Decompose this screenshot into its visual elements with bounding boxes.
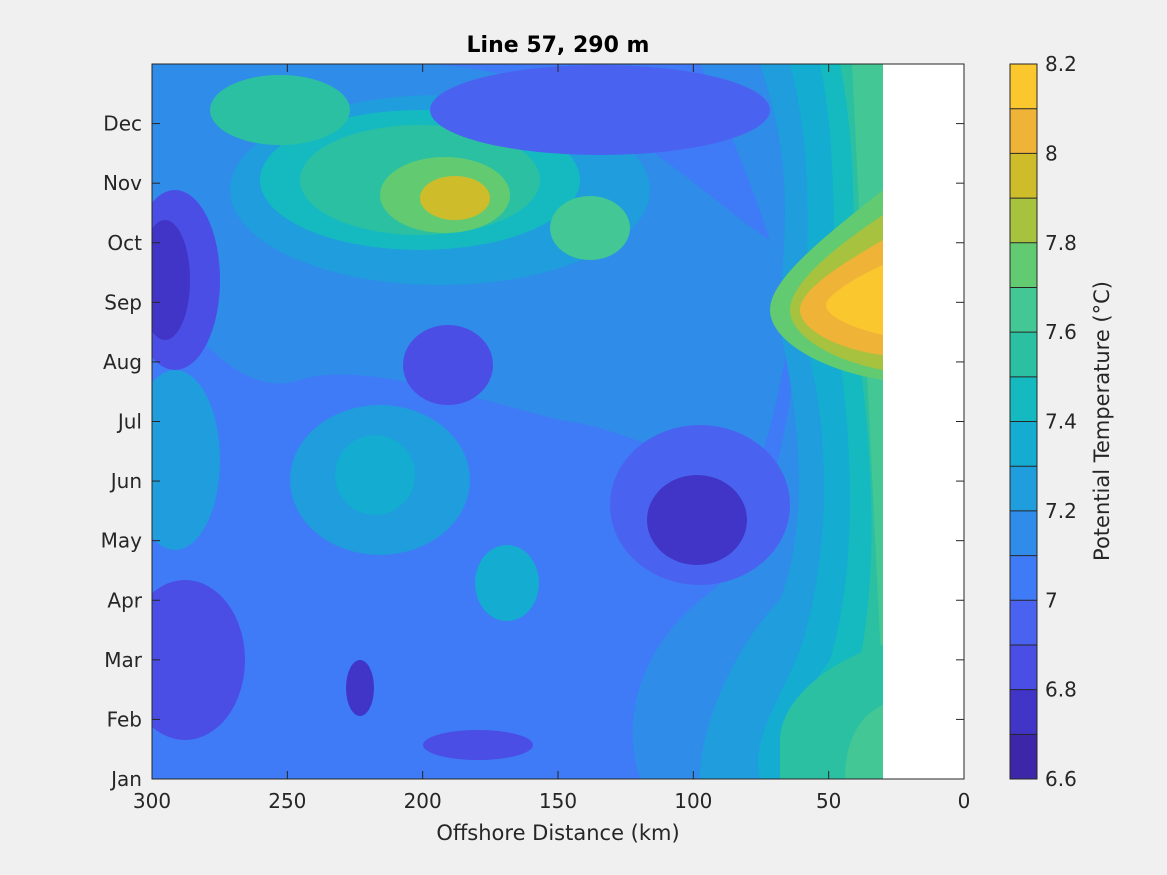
colorbar-tick-label: 7: [1045, 588, 1058, 612]
colorbar-segment: [1010, 108, 1037, 154]
colorbar-segment: [1010, 242, 1037, 288]
y-tick-label: Jan: [109, 767, 142, 791]
contour-region: [403, 325, 493, 405]
colorbar-segment: [1010, 600, 1037, 645]
contour-region: [423, 730, 533, 760]
contour-region: [152, 370, 220, 550]
y-tick-label: Dec: [103, 112, 142, 136]
colorbar-tick-label: 6.8: [1045, 678, 1077, 702]
colorbar-segment: [1010, 689, 1037, 735]
x-tick-label: 0: [958, 789, 971, 813]
colorbar-segment: [1010, 153, 1037, 199]
contour-region: [430, 65, 770, 155]
colorbar-box: [1009, 63, 1038, 780]
colorbar-label: Potential Temperature (°C): [1090, 281, 1114, 561]
colorbar-tick-label: 7.2: [1045, 499, 1077, 523]
colorbar-segment: [1010, 332, 1037, 377]
colorbar: 6.6 6.8 7 7.2 7.4 7.6 7.8 8 8.2: [1009, 52, 1077, 791]
chart-title: Line 57, 290 m: [467, 33, 650, 58]
colorbar-segment: [1010, 555, 1037, 601]
y-tick-label: Sep: [104, 290, 142, 314]
y-tick-label: Feb: [107, 707, 142, 731]
colorbar-segment: [1010, 64, 1037, 109]
y-tick-label: Jun: [109, 469, 142, 493]
x-tick-label: 300: [133, 789, 171, 813]
contour-field: [152, 64, 883, 779]
y-tick-label: Jul: [116, 410, 142, 434]
contour-region: [826, 265, 883, 335]
colorbar-segment: [1010, 644, 1037, 690]
x-axis-tick-labels: 300 250 200 150 100 50 0: [133, 789, 970, 813]
y-tick-label: Oct: [107, 231, 142, 255]
x-tick-label: 200: [404, 789, 442, 813]
y-tick-label: Nov: [103, 171, 142, 195]
contour-region: [152, 220, 190, 340]
y-axis-tick-labels: Jan Feb Mar Apr May Jun Jul Aug Sep Oct Nov Dec: [101, 112, 143, 791]
colorbar-tick-label: 6.6: [1045, 767, 1077, 791]
contour-region: [647, 475, 747, 565]
colorbar-segment: [1010, 376, 1037, 422]
x-tick-label: 100: [674, 789, 712, 813]
colorbar-segment: [1010, 734, 1037, 779]
colorbar-tick-label: 8.2: [1045, 52, 1077, 76]
contour-region: [550, 196, 630, 260]
contour-region: [210, 75, 350, 145]
x-axis-label: Offshore Distance (km): [436, 821, 679, 845]
contour-region: [152, 580, 245, 740]
contour-region: [845, 705, 883, 779]
contour-region: [475, 545, 539, 621]
contour-region: [335, 435, 415, 515]
colorbar-segment: [1010, 287, 1037, 333]
colorbar-segment: [1010, 198, 1037, 243]
y-tick-label: May: [101, 529, 143, 553]
x-tick-label: 250: [268, 789, 306, 813]
contour-region: [420, 176, 490, 220]
colorbar-segment: [1010, 466, 1037, 511]
y-tick-label: Mar: [104, 648, 143, 672]
y-tick-label: Apr: [107, 588, 142, 612]
axis-ticks: [151, 64, 965, 780]
colorbar-tick-label: 8: [1045, 141, 1058, 165]
x-tick-label: 150: [539, 789, 577, 813]
plot-area: [151, 63, 965, 780]
y-tick-label: Aug: [103, 350, 142, 374]
x-tick-label: 50: [816, 789, 841, 813]
colorbar-tick-label: 7.8: [1045, 231, 1077, 255]
colorbar-segment: [1010, 510, 1037, 556]
colorbar-segment: [1010, 421, 1037, 467]
colorbar-tick-label: 7.4: [1045, 410, 1077, 434]
colorbar-tick-label: 7.6: [1045, 320, 1077, 344]
contour-region: [346, 660, 374, 716]
